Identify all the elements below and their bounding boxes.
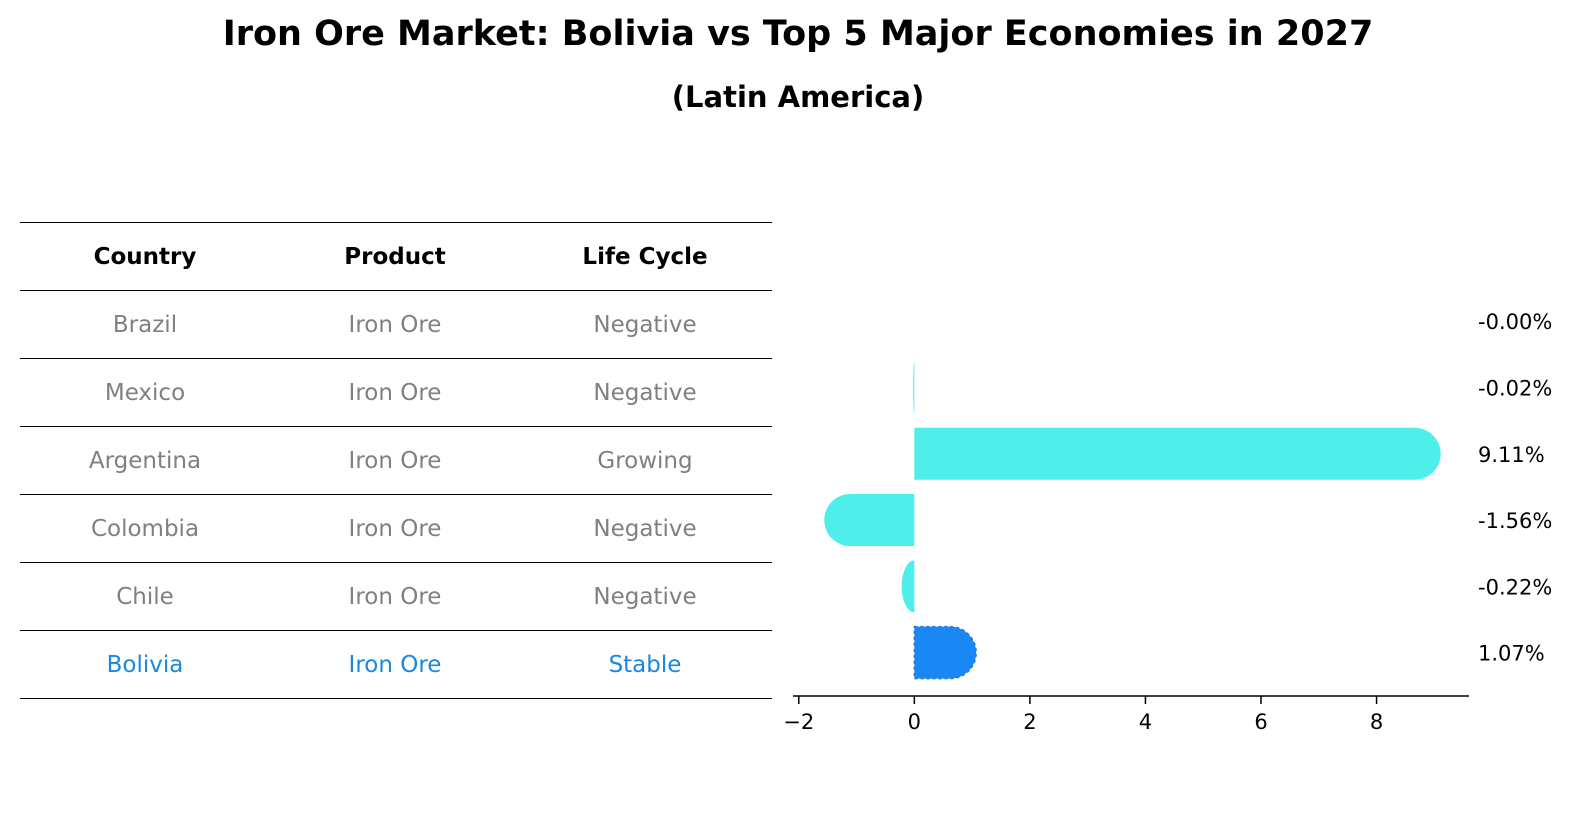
- data-table: Country Product Life Cycle Brazil Iron O…: [20, 222, 772, 699]
- x-tick-label: 4: [1139, 710, 1152, 734]
- value-label: 1.07%: [1478, 642, 1545, 666]
- value-label: 9.11%: [1478, 443, 1545, 467]
- value-label: -0.00%: [1478, 310, 1552, 334]
- x-tick-label: 8: [1370, 710, 1383, 734]
- chart-subtitle: (Latin America): [671, 80, 925, 114]
- table-row-highlight: Bolivia Iron Ore Stable: [20, 630, 772, 699]
- country-cell: Chile: [116, 583, 174, 610]
- country-cell: Bolivia: [106, 651, 184, 678]
- product-cell: Iron Ore: [348, 515, 442, 542]
- life-cycle-cell: Stable: [608, 651, 682, 678]
- life-cycle-cell: Negative: [593, 311, 697, 338]
- x-tick-label: 6: [1254, 710, 1267, 734]
- chart-title: Iron Ore Market: Bolivia vs Top 5 Major …: [222, 14, 1374, 54]
- product-cell: Iron Ore: [348, 651, 442, 678]
- value-label: -0.02%: [1478, 376, 1552, 400]
- table-row: Chile Iron Ore Negative: [20, 562, 772, 630]
- value-label: -1.56%: [1478, 509, 1552, 533]
- life-cycle-cell: Negative: [593, 379, 697, 406]
- country-cell: Mexico: [104, 379, 186, 406]
- table-row: Colombia Iron Ore Negative: [20, 494, 772, 562]
- table-header-row: Country Product Life Cycle: [20, 222, 772, 290]
- header-product: Product: [344, 243, 446, 270]
- bar-chile: [901, 560, 915, 613]
- table-row: Brazil Iron Ore Negative: [20, 290, 772, 358]
- table-row: Argentina Iron Ore Growing: [20, 426, 772, 494]
- x-tick-label: 0: [908, 710, 921, 734]
- table-row: Mexico Iron Ore Negative: [20, 358, 772, 426]
- bar-argentina: [914, 427, 1441, 480]
- life-cycle-cell: Negative: [593, 515, 697, 542]
- life-cycle-cell: Growing: [597, 447, 693, 474]
- product-cell: Iron Ore: [348, 447, 442, 474]
- x-tick-label: 2: [1023, 710, 1036, 734]
- product-cell: Iron Ore: [348, 583, 442, 610]
- bar-mexico: [913, 361, 915, 414]
- header-life-cycle: Life Cycle: [582, 243, 708, 270]
- bar-bolivia: [913, 625, 977, 680]
- product-cell: Iron Ore: [348, 311, 442, 338]
- bar-colombia: [824, 494, 915, 547]
- country-cell: Colombia: [90, 515, 200, 542]
- product-cell: Iron Ore: [348, 379, 442, 406]
- life-cycle-cell: Negative: [593, 583, 697, 610]
- country-cell: Argentina: [88, 447, 202, 474]
- header-country: Country: [93, 243, 197, 270]
- country-cell: Brazil: [112, 311, 178, 338]
- value-label: -0.22%: [1478, 575, 1552, 599]
- x-tick-label: −2: [783, 710, 814, 734]
